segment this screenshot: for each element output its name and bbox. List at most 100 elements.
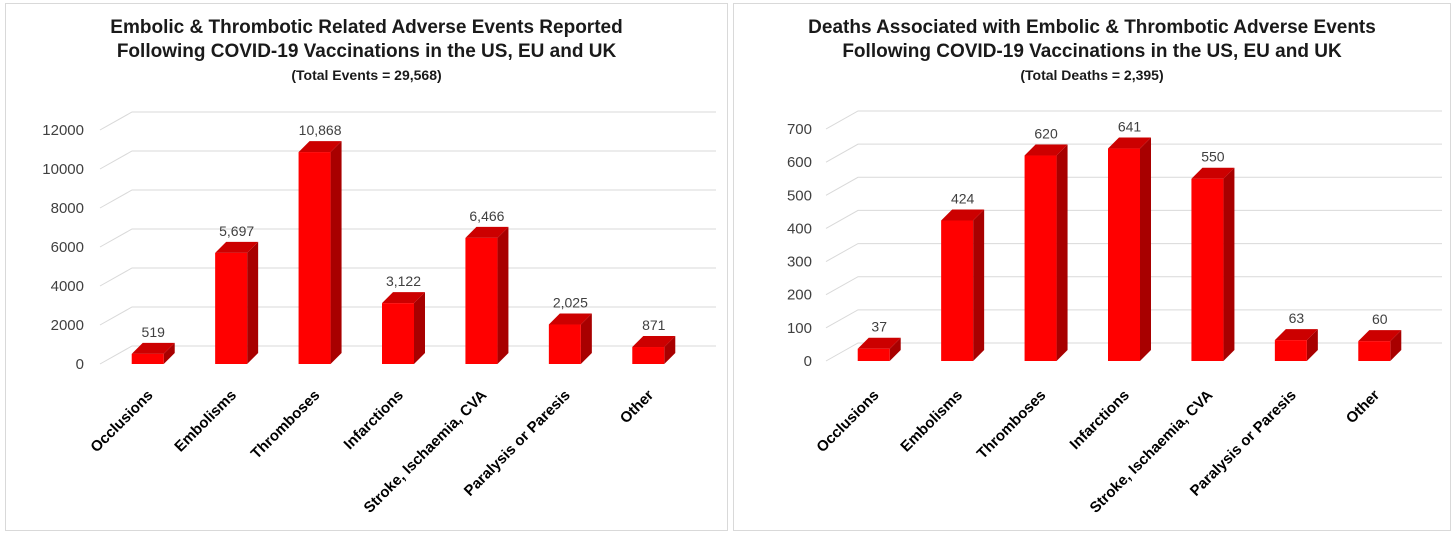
- bar-side: [1140, 137, 1151, 361]
- bar-side: [1056, 144, 1068, 361]
- bar-side: [497, 226, 509, 364]
- gridline: [825, 309, 1442, 329]
- gridline: [99, 150, 716, 170]
- data-label: 2,025: [553, 295, 588, 311]
- gridline: [99, 228, 716, 248]
- y-tick-label: 300: [787, 254, 812, 271]
- bar-side: [973, 209, 985, 361]
- category-label: Embolisms: [171, 387, 240, 456]
- bars: 519 5,697 10,868 3,122 6,466 2,025 871: [131, 122, 676, 364]
- y-tick-label: 10000: [42, 161, 84, 178]
- bar-side: [1390, 330, 1402, 361]
- bar-top: [1024, 144, 1068, 156]
- category-label: Thromboses: [248, 387, 324, 463]
- bar-top: [632, 336, 676, 348]
- bar-top: [131, 342, 175, 354]
- bar-front: [1108, 148, 1140, 361]
- bar-side: [247, 241, 259, 364]
- bar-top: [1274, 329, 1318, 341]
- bar-side: [414, 292, 425, 364]
- data-label: 550: [1201, 149, 1225, 165]
- category-label: Occlusions: [87, 387, 156, 456]
- bar-front: [131, 353, 164, 364]
- gridline: [825, 342, 1442, 362]
- bar-front: [1191, 178, 1224, 361]
- bar-side: [580, 313, 592, 364]
- bar-front: [857, 348, 890, 361]
- bar: [1108, 137, 1151, 361]
- data-label: 519: [142, 324, 166, 340]
- chart-title-line-2: Following COVID-19 Vaccinations in the U…: [116, 41, 617, 62]
- category-label: Other: [1343, 387, 1383, 427]
- y-tick-label: 600: [787, 154, 812, 171]
- bar: [382, 292, 425, 364]
- x-axis-categories: Occlusions Embolisms Thromboses Infarctions…: [87, 387, 657, 517]
- chart-title-line-2: Following COVID-19 Vaccinations in the U…: [842, 41, 1342, 62]
- gridline: [825, 276, 1442, 296]
- chart-subtitle: (Total Deaths = 2,395): [1020, 67, 1164, 83]
- bar-side: [163, 342, 175, 364]
- bar-side: [664, 336, 676, 364]
- y-tick-label: 2000: [51, 317, 84, 334]
- bars: 37 424 620 641 550 63 60: [857, 119, 1402, 361]
- category-label: Embolisms: [897, 387, 966, 456]
- gridlines: [99, 111, 716, 365]
- bar-top: [215, 241, 259, 253]
- gridline: [825, 243, 1442, 263]
- bar-front: [1358, 341, 1391, 361]
- bar-front: [632, 347, 665, 364]
- y-axis-ticks: 0 2000 4000 6000 8000 10000 12000: [42, 122, 84, 373]
- data-label: 424: [951, 190, 975, 206]
- bar-front: [215, 252, 248, 364]
- gridline: [99, 267, 716, 287]
- category-label: Infarctions: [1067, 387, 1133, 453]
- data-label: 10,868: [299, 122, 342, 138]
- y-tick-label: 0: [76, 356, 84, 373]
- y-tick-label: 200: [787, 287, 812, 304]
- bar-top: [1191, 167, 1235, 179]
- gridline: [99, 345, 716, 365]
- chart-panel-deaths: Deaths Associated with Embolic & Thrombo…: [733, 3, 1451, 531]
- gridline: [825, 110, 1442, 130]
- data-label: 641: [1118, 119, 1142, 135]
- category-label: Thromboses: [974, 387, 1050, 463]
- gridline: [825, 209, 1442, 229]
- bar-front: [382, 303, 414, 364]
- chart-subtitle: (Total Events = 29,568): [291, 67, 442, 83]
- category-label: Infarctions: [341, 387, 407, 453]
- y-tick-label: 4000: [51, 278, 84, 295]
- data-label: 63: [1289, 310, 1305, 326]
- gridline: [99, 189, 716, 209]
- bar-front: [941, 220, 974, 361]
- gridlines: [825, 110, 1442, 362]
- data-label: 3,122: [386, 273, 421, 289]
- y-tick-label: 500: [787, 187, 812, 204]
- y-tick-label: 0: [804, 353, 812, 370]
- bar-side: [1306, 329, 1318, 361]
- bar-side: [330, 141, 342, 364]
- y-axis-ticks: 0 100 200 300 400 500 600 700: [787, 121, 812, 370]
- gridline: [99, 306, 716, 326]
- deaths-bar-chart: 0 100 200 300 400 500 600 700 37 424 620 641 550 63 60…: [787, 110, 1442, 517]
- data-label: 871: [642, 317, 666, 333]
- y-tick-label: 12000: [42, 122, 84, 139]
- bar-top: [1108, 137, 1151, 149]
- bar-top: [941, 209, 985, 221]
- gridline: [825, 176, 1442, 196]
- data-label: 6,466: [469, 208, 504, 224]
- bar: [131, 342, 175, 364]
- y-tick-label: 400: [787, 220, 812, 237]
- bar-top: [298, 141, 342, 153]
- category-label: Other: [617, 387, 657, 427]
- bar-top: [1358, 330, 1402, 342]
- x-axis-categories: Occlusions Embolisms Thromboses Infarctions…: [813, 387, 1383, 517]
- bar-top: [857, 337, 901, 349]
- bar-front: [1024, 155, 1057, 361]
- y-tick-label: 6000: [51, 239, 84, 256]
- bar: [1274, 329, 1318, 361]
- bar-front: [1274, 340, 1307, 361]
- y-tick-label: 100: [787, 320, 812, 337]
- bar: [941, 209, 985, 361]
- data-label: 37: [871, 319, 887, 335]
- data-label: 620: [1034, 126, 1058, 142]
